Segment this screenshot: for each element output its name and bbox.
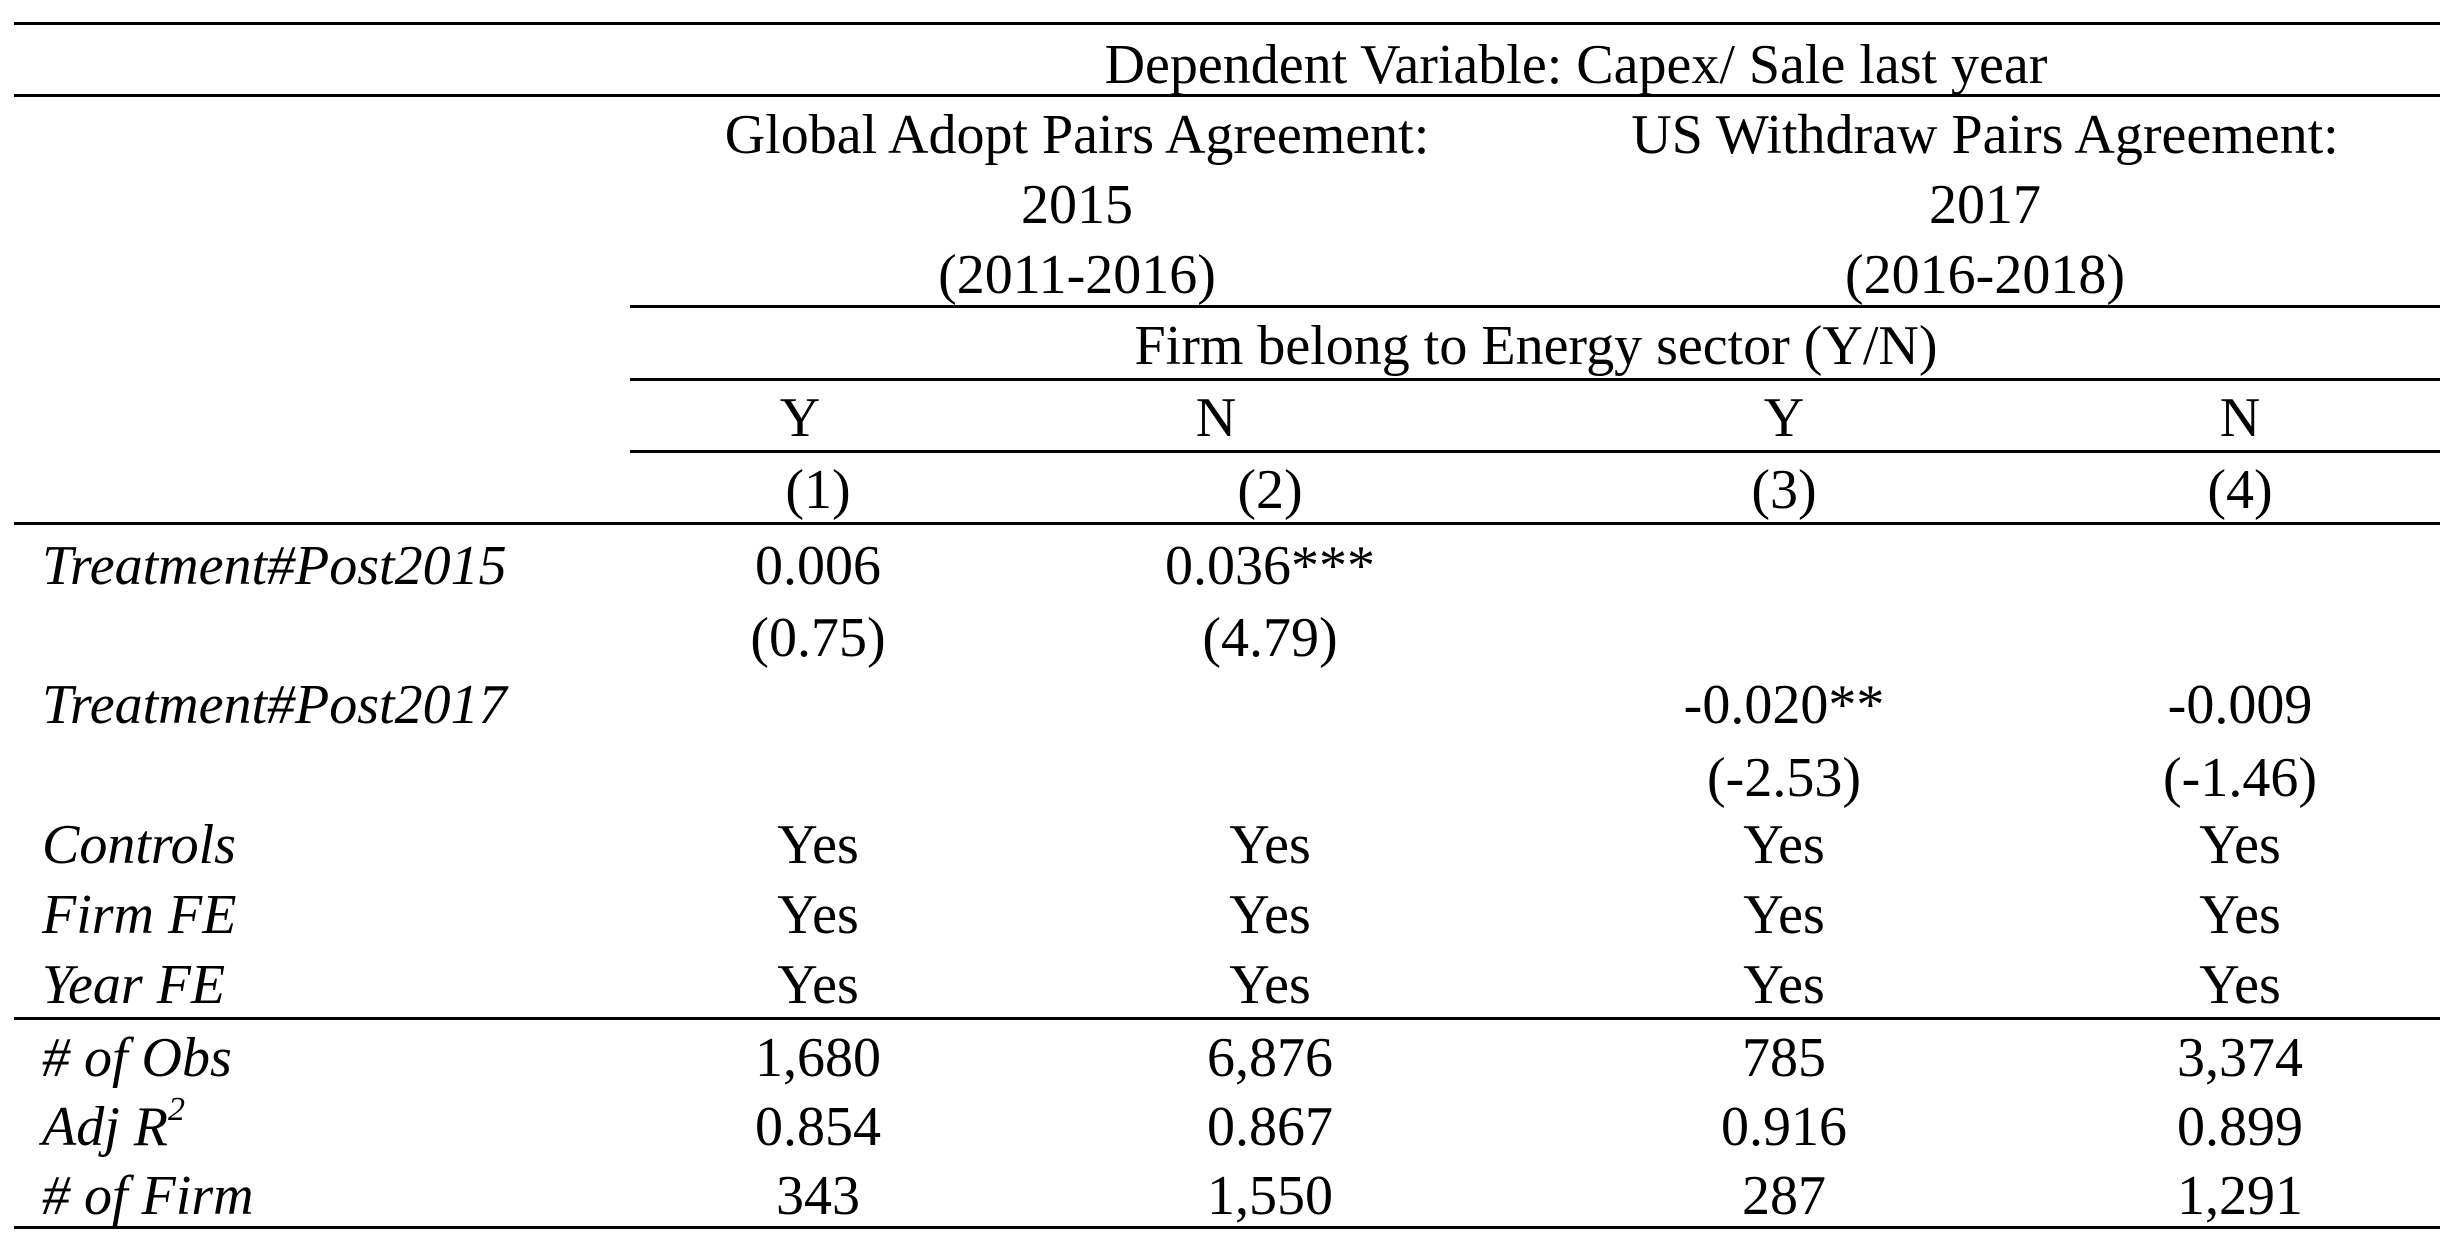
firm-fe-1: Yes (777, 884, 859, 946)
sector-top-rule (630, 305, 2440, 308)
group1-title: Global Adopt Pairs Agreement: (724, 104, 1430, 166)
post2017-coef-3: -0.020** (1683, 674, 1885, 736)
yn-col2: N (1195, 387, 1237, 449)
firms-4: 1,291 (2177, 1165, 2303, 1227)
yn-col1: Y (779, 387, 821, 449)
col-number-3: (3) (1751, 459, 1817, 521)
bottom-rule (14, 1226, 2440, 1229)
controls-2: Yes (1229, 814, 1311, 876)
row-label-adj-r2: Adj R2 (42, 1093, 185, 1158)
row-label-post2015: Treatment#Post2015 (42, 535, 507, 597)
sector-bottom-rule (630, 378, 2440, 381)
post2015-coef-1: 0.006 (755, 535, 881, 597)
col-number-4: (4) (2207, 459, 2273, 521)
year-fe-4: Yes (2199, 954, 2281, 1016)
group1-period: (2011-2016) (938, 244, 1216, 306)
post2015-tstat-2: (4.79) (1202, 607, 1338, 669)
yn-col3: Y (1763, 387, 1805, 449)
obs-3: 785 (1742, 1027, 1826, 1089)
controls-3: Yes (1743, 814, 1825, 876)
adj-r2-1: 0.854 (755, 1096, 881, 1158)
dependent-variable-rule (14, 94, 2440, 97)
row-label-firms: # of Firm (42, 1165, 254, 1227)
group2-year: 2017 (1929, 174, 2041, 236)
firm-fe-2: Yes (1229, 884, 1311, 946)
header-bottom-rule (14, 522, 2440, 525)
firms-1: 343 (776, 1165, 860, 1227)
adj-r2-3: 0.916 (1721, 1096, 1847, 1158)
firms-3: 287 (1742, 1165, 1826, 1227)
adj-r2-label-text: Adj R (42, 1096, 168, 1158)
stats-top-rule (14, 1017, 2440, 1020)
row-label-post2017: Treatment#Post2017 (42, 674, 507, 736)
firms-2: 1,550 (1207, 1165, 1333, 1227)
firm-fe-4: Yes (2199, 884, 2281, 946)
top-rule (14, 22, 2440, 25)
group2-period: (2016-2018) (1845, 244, 2125, 306)
group2-title: US Withdraw Pairs Agreement: (1631, 104, 2339, 166)
row-label-obs: # of Obs (42, 1027, 232, 1089)
year-fe-1: Yes (777, 954, 859, 1016)
dependent-variable-header: Dependent Variable: Capex/ Sale last yea… (1104, 34, 2048, 96)
adj-r2-4: 0.899 (2177, 1096, 2303, 1158)
row-label-firm-fe: Firm FE (42, 884, 237, 946)
yn-col4: N (2219, 387, 2261, 449)
post2015-tstat-1: (0.75) (750, 607, 886, 669)
col-number-1: (1) (785, 459, 851, 521)
controls-4: Yes (2199, 814, 2281, 876)
obs-4: 3,374 (2177, 1027, 2303, 1089)
row-label-controls: Controls (42, 814, 236, 876)
col-number-2: (2) (1237, 459, 1303, 521)
yn-rule (630, 450, 2440, 453)
row-label-year-fe: Year FE (42, 954, 226, 1016)
obs-1: 1,680 (755, 1027, 881, 1089)
group1-year: 2015 (1021, 174, 1133, 236)
post2017-tstat-3: (-2.53) (1707, 747, 1861, 809)
sector-header: Firm belong to Energy sector (Y/N) (1134, 315, 1938, 377)
year-fe-3: Yes (1743, 954, 1825, 1016)
obs-2: 6,876 (1207, 1027, 1333, 1089)
post2017-tstat-4: (-1.46) (2163, 747, 2317, 809)
adj-r2-superscript: 2 (167, 1091, 185, 1128)
post2017-coef-4: -0.009 (2167, 674, 2313, 736)
firm-fe-3: Yes (1743, 884, 1825, 946)
post2015-coef-2: 0.036*** (1165, 535, 1375, 597)
year-fe-2: Yes (1229, 954, 1311, 1016)
controls-1: Yes (777, 814, 859, 876)
adj-r2-2: 0.867 (1207, 1096, 1333, 1158)
